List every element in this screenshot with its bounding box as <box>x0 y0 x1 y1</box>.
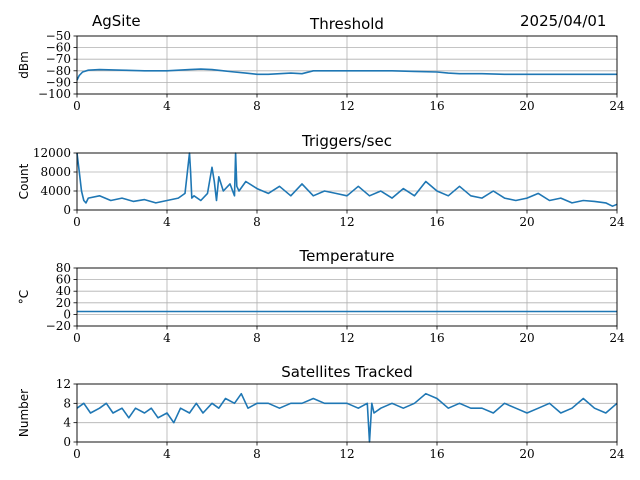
x-tick-label: 16 <box>429 331 444 345</box>
y-tick-label: 0 <box>63 435 71 449</box>
x-tick-label: 4 <box>163 99 171 113</box>
series-line <box>76 68 617 81</box>
y-tick-label: 4000 <box>40 184 71 198</box>
x-tick-label: 16 <box>429 447 444 461</box>
y-tick-label: 0 <box>63 307 71 321</box>
x-tick-label: 0 <box>73 331 81 345</box>
chart-title: Threshold <box>309 15 384 33</box>
y-axis-label: dBm <box>17 51 31 79</box>
y-tick-label: −50 <box>46 29 71 43</box>
chart-title: Satellites Tracked <box>281 363 412 381</box>
y-tick-label: 4 <box>63 416 71 430</box>
y-tick-label: 20 <box>56 296 71 310</box>
y-tick-label: 8 <box>63 396 71 410</box>
x-tick-label: 24 <box>609 447 625 461</box>
y-tick-label: −20 <box>46 319 71 333</box>
y-tick-label: −100 <box>38 87 71 101</box>
x-tick-label: 20 <box>519 99 534 113</box>
chart-title: Triggers/sec <box>301 132 392 150</box>
x-tick-label: 16 <box>429 99 444 113</box>
chart-title: Temperature <box>298 247 394 265</box>
x-tick-label: 12 <box>339 447 354 461</box>
site-label: AgSite <box>92 12 141 30</box>
series-line <box>76 392 618 443</box>
date-label: 2025/04/01 <box>520 12 607 30</box>
x-tick-label: 4 <box>163 331 171 345</box>
x-tick-label: 12 <box>339 215 354 229</box>
y-tick-label: −80 <box>46 64 71 78</box>
x-tick-label: 24 <box>609 215 625 229</box>
x-tick-label: 4 <box>163 447 171 461</box>
y-axis-label: Number <box>17 389 31 437</box>
x-tick-label: 4 <box>163 215 171 229</box>
series-line <box>76 152 618 207</box>
x-tick-label: 20 <box>519 215 534 229</box>
x-tick-label: 12 <box>339 99 354 113</box>
y-tick-label: 60 <box>56 273 71 287</box>
y-tick-label: 8000 <box>40 165 71 179</box>
y-tick-label: 40 <box>56 284 71 298</box>
y-tick-label: −70 <box>46 52 71 66</box>
x-tick-label: 0 <box>73 447 81 461</box>
x-tick-label: 20 <box>519 331 534 345</box>
x-tick-label: 12 <box>339 331 354 345</box>
y-tick-label: 12000 <box>33 146 71 160</box>
x-tick-label: 0 <box>73 215 81 229</box>
x-tick-label: 20 <box>519 447 534 461</box>
y-tick-label: −60 <box>46 41 71 55</box>
y-tick-label: 0 <box>63 203 71 217</box>
x-tick-label: 8 <box>253 215 261 229</box>
x-tick-label: 24 <box>609 99 625 113</box>
y-axis-label: Count <box>17 163 31 199</box>
y-axis-label: °C <box>17 290 31 304</box>
x-tick-label: 8 <box>253 331 261 345</box>
x-tick-label: 24 <box>609 331 625 345</box>
y-tick-label: 80 <box>56 261 71 275</box>
y-tick-label: 12 <box>56 377 71 391</box>
x-tick-label: 8 <box>253 447 261 461</box>
x-tick-label: 16 <box>429 215 444 229</box>
y-tick-label: −90 <box>46 75 71 89</box>
x-tick-label: 8 <box>253 99 261 113</box>
x-tick-label: 0 <box>73 99 81 113</box>
